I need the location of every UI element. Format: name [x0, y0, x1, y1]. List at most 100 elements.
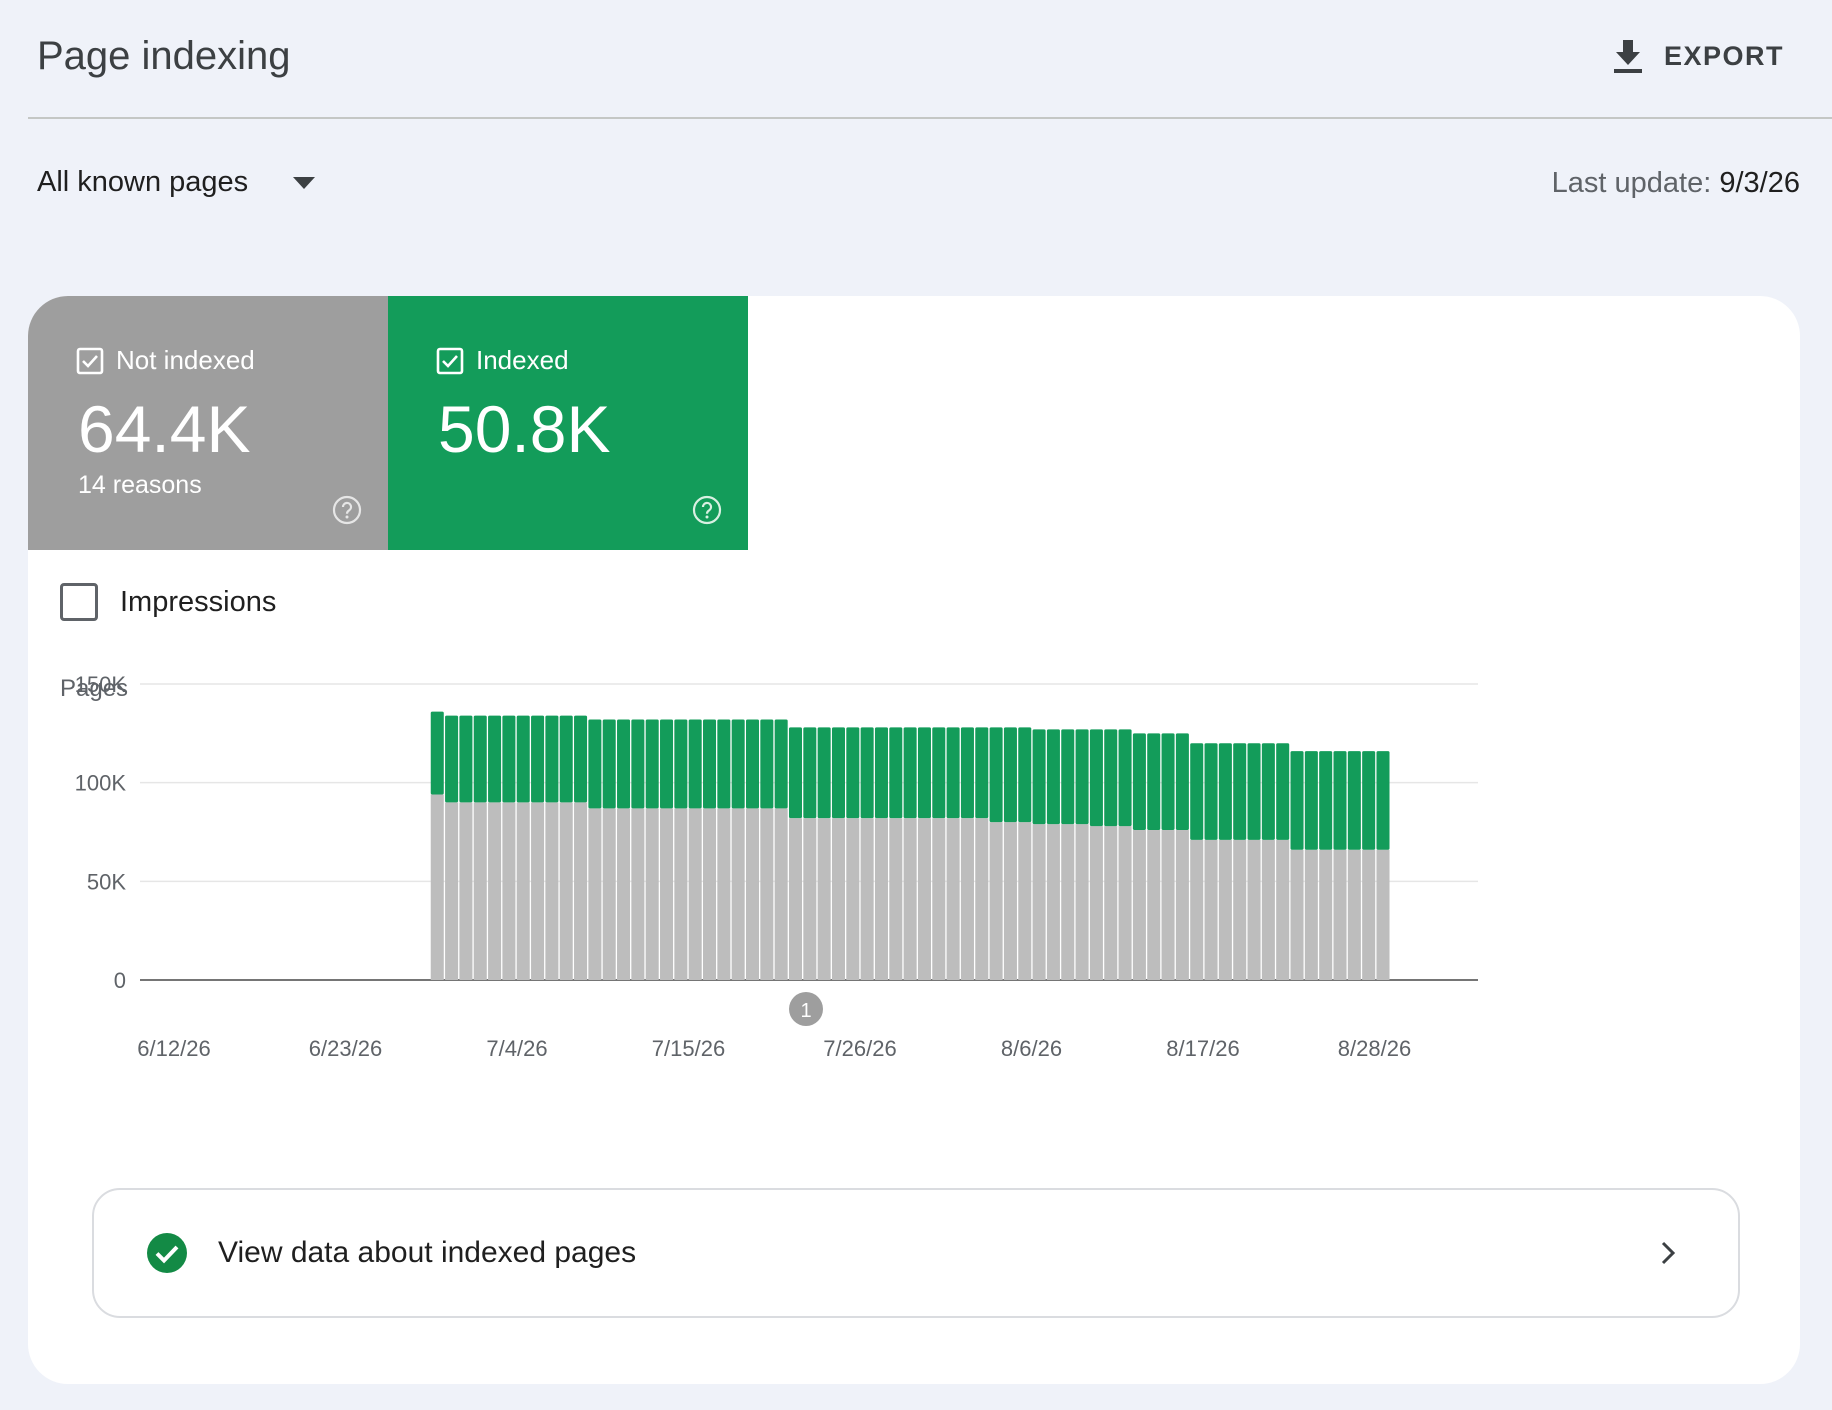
bar-not-indexed — [889, 818, 903, 980]
bar-indexed — [473, 715, 487, 803]
bar-indexed — [860, 727, 874, 819]
bar-indexed — [1290, 751, 1304, 850]
not-indexed-count: 64.4K — [78, 392, 251, 466]
bar-not-indexed — [903, 818, 917, 980]
bar-indexed — [1204, 743, 1218, 840]
bar-indexed — [788, 727, 803, 819]
bar-not-indexed — [1018, 822, 1032, 980]
bar-not-indexed — [960, 818, 974, 980]
bar-indexed — [459, 715, 473, 803]
bar-indexed — [1104, 729, 1118, 827]
page-filter-value: All known pages — [37, 166, 249, 198]
bar-not-indexed — [445, 802, 459, 980]
bar-not-indexed — [1089, 826, 1103, 980]
bar-indexed — [1018, 727, 1032, 823]
bar-indexed — [1276, 743, 1290, 840]
checkbox-checked-icon[interactable] — [76, 347, 104, 375]
bar-indexed — [946, 727, 960, 819]
impressions-checkbox[interactable] — [60, 583, 98, 621]
bar-not-indexed — [502, 802, 516, 980]
bar-indexed — [516, 715, 530, 803]
bar-indexed — [803, 727, 817, 819]
bar-not-indexed — [932, 818, 946, 980]
bar-indexed — [445, 715, 459, 803]
help-icon[interactable] — [692, 495, 722, 525]
bar-not-indexed — [1104, 826, 1118, 980]
bar-not-indexed — [574, 802, 588, 980]
bar-indexed — [531, 715, 545, 803]
bar-not-indexed — [1132, 830, 1146, 980]
check-circle-icon — [147, 1233, 187, 1273]
bar-not-indexed — [1190, 839, 1204, 980]
bar-indexed — [674, 719, 688, 809]
bar-indexed — [1362, 751, 1376, 850]
not-indexed-tile[interactable]: Not indexed 64.4K 14 reasons — [28, 296, 388, 550]
bar-not-indexed — [1261, 839, 1275, 980]
bar-indexed — [1089, 729, 1103, 827]
bar-indexed — [430, 711, 444, 795]
page-indexing-chart: Pages 0 50K 100K 150K 6/12/26 6/23/26 7/4/26 7/… — [60, 672, 1478, 1061]
bar-not-indexed — [602, 808, 616, 980]
x-tick-label: 7/26/26 — [823, 1036, 896, 1061]
bar-indexed — [488, 715, 502, 803]
x-tick-label: 6/12/26 — [137, 1036, 210, 1061]
bar-not-indexed — [1247, 839, 1261, 980]
not-indexed-reasons: 14 reasons — [78, 471, 202, 499]
bar-not-indexed — [1204, 839, 1218, 980]
help-icon[interactable] — [332, 495, 362, 525]
bar-not-indexed — [1218, 839, 1232, 980]
checkbox-checked-icon[interactable] — [436, 347, 464, 375]
bar-indexed — [602, 719, 616, 809]
bar-indexed — [645, 719, 659, 809]
bar-indexed — [617, 719, 631, 809]
last-update: Last update: 9/3/26 — [1552, 167, 1800, 200]
bar-not-indexed — [745, 808, 760, 980]
chevron-right-icon — [1661, 1241, 1676, 1265]
bar-not-indexed — [674, 808, 688, 980]
bar-indexed — [731, 719, 745, 809]
bar-indexed — [846, 727, 860, 819]
export-label: EXPORT — [1663, 40, 1784, 71]
view-indexed-pages-link[interactable]: View data about indexed pages — [92, 1188, 1740, 1318]
export-button[interactable]: EXPORT — [1612, 34, 1784, 78]
bar-not-indexed — [473, 802, 487, 980]
bar-not-indexed — [459, 802, 473, 980]
bar-indexed — [1075, 729, 1089, 825]
bar-not-indexed — [731, 808, 745, 980]
bar-not-indexed — [617, 808, 631, 980]
bar-not-indexed — [1161, 830, 1175, 980]
indexed-count: 50.8K — [438, 392, 611, 466]
bar-indexed — [688, 719, 702, 809]
bar-indexed — [1132, 733, 1146, 831]
y-tick-label: 150K — [75, 672, 127, 697]
indexed-tile[interactable]: Indexed 50.8K — [388, 296, 748, 550]
bar-not-indexed — [1276, 839, 1290, 980]
bar-not-indexed — [559, 802, 573, 980]
bar-not-indexed — [1319, 849, 1333, 980]
y-tick-label: 50K — [87, 869, 126, 894]
bar-not-indexed — [1061, 824, 1075, 980]
bar-indexed — [889, 727, 903, 819]
bar-indexed — [588, 719, 602, 809]
bar-indexed — [745, 719, 760, 809]
bar-not-indexed — [1362, 849, 1376, 980]
indexing-card: Not indexed 64.4K 14 reasons Indexed 50.… — [28, 296, 1800, 1384]
bar-indexed — [917, 727, 931, 819]
download-icon — [1613, 40, 1642, 73]
bar-indexed — [774, 719, 788, 809]
bar-indexed — [1161, 733, 1175, 831]
bar-not-indexed — [1046, 824, 1060, 980]
bar-indexed — [660, 719, 674, 809]
x-tick-label: 8/28/26 — [1338, 1036, 1411, 1061]
bar-indexed — [1333, 751, 1347, 850]
bar-indexed — [1319, 751, 1333, 850]
bar-not-indexed — [531, 802, 545, 980]
bar-indexed — [760, 719, 774, 809]
bar-not-indexed — [989, 822, 1003, 980]
page-filter-dropdown[interactable]: All known pages — [37, 166, 316, 199]
bar-indexed — [1376, 751, 1390, 850]
bar-not-indexed — [1175, 830, 1189, 980]
impressions-toggle[interactable]: Impressions — [60, 583, 276, 621]
last-update-value: 9/3/26 — [1719, 167, 1800, 199]
bar-not-indexed — [1075, 824, 1089, 980]
